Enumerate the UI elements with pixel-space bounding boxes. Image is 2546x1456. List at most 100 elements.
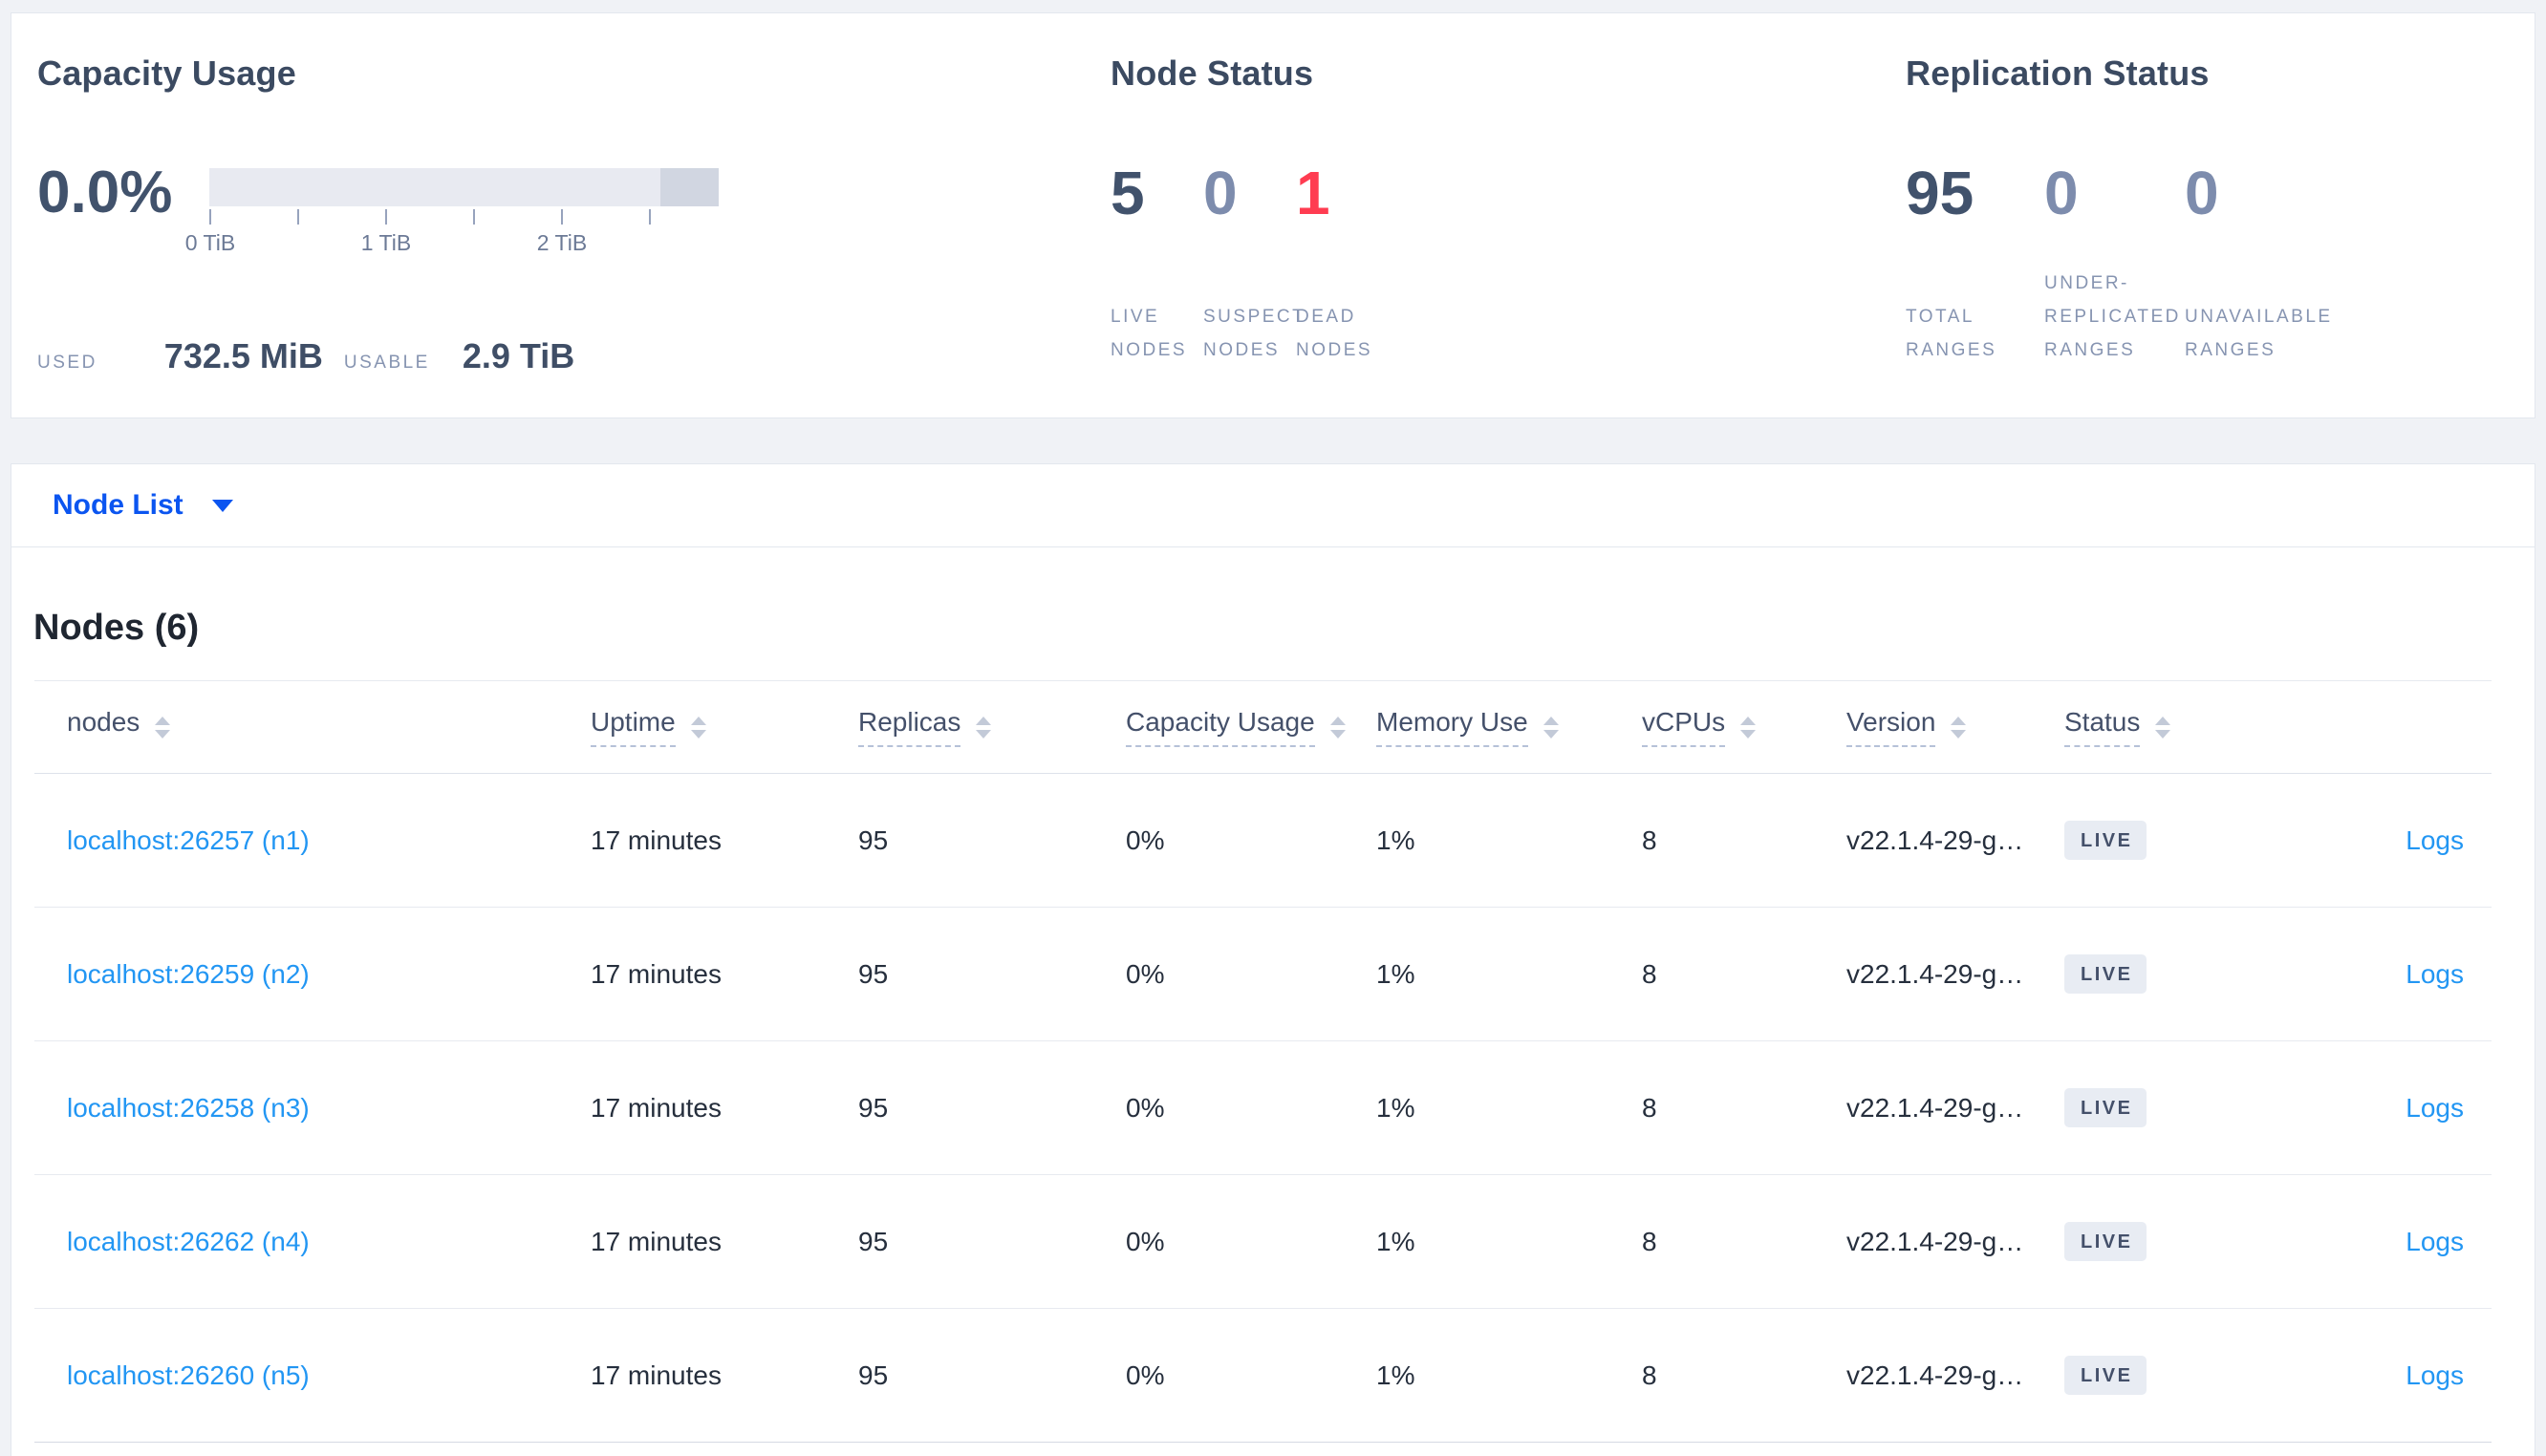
sort-icon[interactable] [1740, 716, 1757, 739]
node-link[interactable]: localhost:26262 (n4) [67, 1226, 310, 1256]
uptime-cell: 17 minutes [591, 958, 722, 989]
capacity-usage-section: Capacity Usage 0.0% 0 TiB 1 TiB 2 TiB US… [37, 13, 1050, 418]
under-replicated-ranges-stat: 0 UNDER-REPLICATED RANGES [2044, 155, 2178, 418]
nodes-table: nodes Uptime Replicas Capacity Usage Mem… [34, 680, 2492, 1443]
replication-status-title: Replication Status [1906, 54, 2210, 93]
sort-icon[interactable] [1543, 716, 1559, 739]
suspect-nodes-label: SUSPECT NODES [1203, 307, 1305, 360]
total-ranges-count: 95 [1906, 159, 1974, 227]
replicas-cell: 95 [858, 1360, 889, 1390]
node-link[interactable]: localhost:26257 (n1) [67, 824, 310, 855]
used-label: USED [37, 353, 97, 373]
nodes-table-header-row: nodes Uptime Replicas Capacity Usage Mem… [34, 681, 2492, 774]
capacity-axis-label-1: 1 TiB [360, 230, 412, 255]
node-link[interactable]: localhost:26260 (n5) [67, 1360, 310, 1390]
capacity-bar-dark-segment [660, 168, 719, 206]
capacity-axis-tick [209, 209, 211, 225]
node-list-panel: Node List Nodes (6) nodes Uptime Replica… [11, 463, 2535, 1456]
memory-use-cell: 1% [1376, 958, 1415, 989]
live-nodes-count: 5 [1111, 159, 1145, 227]
vcpus-cell: 8 [1642, 1092, 1657, 1123]
capacity-axis-tick [649, 209, 651, 225]
capacity-axis-label-0: 0 TiB [184, 230, 236, 255]
sort-icon[interactable] [1951, 716, 1967, 739]
uptime-cell: 17 minutes [591, 1226, 722, 1256]
node-status-section: Node Status 5 LIVE NODES 0 SUSPECT NODES… [1111, 13, 1837, 418]
used-value: 732.5 MiB [163, 336, 323, 375]
usable-value: 2.9 TiB [462, 336, 575, 375]
version-cell: v22.1.4-29-g… [1846, 1092, 2024, 1123]
version-cell: v22.1.4-29-g… [1846, 1226, 2024, 1256]
uptime-cell: 17 minutes [591, 1360, 722, 1390]
sort-icon[interactable] [1329, 716, 1346, 739]
logs-link[interactable]: Logs [2406, 1092, 2464, 1123]
total-ranges-label: TOTAL RANGES [1906, 307, 1997, 360]
logs-link[interactable]: Logs [2406, 958, 2464, 989]
replicas-cell: 95 [858, 1092, 889, 1123]
under-replicated-ranges-label: UNDER-REPLICATED RANGES [2044, 273, 2181, 360]
replicas-cell: 95 [858, 824, 889, 855]
version-cell: v22.1.4-29-g… [1846, 1360, 2024, 1390]
vcpus-cell: 8 [1642, 958, 1657, 989]
replicas-cell: 95 [858, 958, 889, 989]
memory-use-cell: 1% [1376, 1226, 1415, 1256]
status-badge: LIVE [2064, 1356, 2147, 1395]
replication-status-section: Replication Status 95 TOTAL RANGES 0 UND… [1906, 13, 2517, 418]
table-row: localhost:26260 (n5) 17 minutes 95 0% 1%… [34, 1309, 2492, 1443]
capacity-axis-tick [385, 209, 387, 225]
cluster-overview-panel: Capacity Usage 0.0% 0 TiB 1 TiB 2 TiB US… [11, 12, 2535, 418]
memory-use-cell: 1% [1376, 824, 1415, 855]
status-badge: LIVE [2064, 954, 2147, 994]
column-header-uptime[interactable]: Uptime [591, 707, 858, 747]
table-row: localhost:26259 (n2) 17 minutes 95 0% 1%… [34, 908, 2492, 1041]
unavailable-ranges-label: UNAVAILABLE RANGES [2185, 307, 2333, 360]
suspect-nodes-stat: 0 SUSPECT NODES [1203, 155, 1303, 418]
capacity-usage-title: Capacity Usage [37, 54, 296, 93]
capacity-usage-cell: 0% [1126, 1226, 1165, 1256]
node-link[interactable]: localhost:26258 (n3) [67, 1092, 310, 1123]
sort-icon[interactable] [976, 716, 992, 739]
sort-icon[interactable] [690, 716, 706, 739]
unavailable-ranges-stat: 0 UNAVAILABLE RANGES [2185, 155, 2330, 418]
table-row: localhost:26257 (n1) 17 minutes 95 0% 1%… [34, 774, 2492, 908]
column-header-capacity-usage[interactable]: Capacity Usage [1126, 707, 1376, 747]
replicas-cell: 95 [858, 1226, 889, 1256]
view-selector-bar: Node List [11, 464, 2535, 547]
logs-link[interactable]: Logs [2406, 1360, 2464, 1390]
node-link[interactable]: localhost:26259 (n2) [67, 958, 310, 989]
suspect-nodes-count: 0 [1203, 159, 1238, 227]
chevron-down-icon[interactable] [211, 499, 233, 512]
version-cell: v22.1.4-29-g… [1846, 824, 2024, 855]
capacity-axis-tick [473, 209, 475, 225]
capacity-usage-cell: 0% [1126, 824, 1165, 855]
status-badge: LIVE [2064, 1222, 2147, 1261]
dead-nodes-label: DEAD NODES [1296, 307, 1373, 360]
column-header-memory-use[interactable]: Memory Use [1376, 707, 1642, 747]
capacity-axis-tick [561, 209, 563, 225]
dead-nodes-count: 1 [1296, 159, 1330, 227]
capacity-used-usable-row: USED 732.5 MiB USABLE 2.9 TiB [37, 336, 574, 376]
column-header-status[interactable]: Status [2064, 707, 2296, 747]
column-header-replicas[interactable]: Replicas [858, 707, 1126, 747]
column-header-version[interactable]: Version [1846, 707, 2064, 747]
capacity-usage-cell: 0% [1126, 958, 1165, 989]
vcpus-cell: 8 [1642, 824, 1657, 855]
capacity-usage-cell: 0% [1126, 1360, 1165, 1390]
total-ranges-stat: 95 TOTAL RANGES [1906, 155, 1995, 418]
logs-link[interactable]: Logs [2406, 1226, 2464, 1256]
sort-icon[interactable] [155, 716, 171, 739]
logs-link[interactable]: Logs [2406, 824, 2464, 855]
node-status-title: Node Status [1111, 54, 1314, 93]
memory-use-cell: 1% [1376, 1360, 1415, 1390]
vcpus-cell: 8 [1642, 1360, 1657, 1390]
unavailable-ranges-count: 0 [2185, 159, 2219, 227]
table-row: localhost:26258 (n3) 17 minutes 95 0% 1%… [34, 1041, 2492, 1175]
column-header-vcpus[interactable]: vCPUs [1642, 707, 1846, 747]
vcpus-cell: 8 [1642, 1226, 1657, 1256]
column-header-nodes[interactable]: nodes [34, 707, 591, 747]
node-list-dropdown[interactable]: Node List [53, 489, 183, 521]
sort-icon[interactable] [2155, 716, 2171, 739]
under-replicated-ranges-count: 0 [2044, 159, 2079, 227]
status-badge: LIVE [2064, 1088, 2147, 1127]
dead-nodes-stat: 1 DEAD NODES [1296, 155, 1370, 418]
